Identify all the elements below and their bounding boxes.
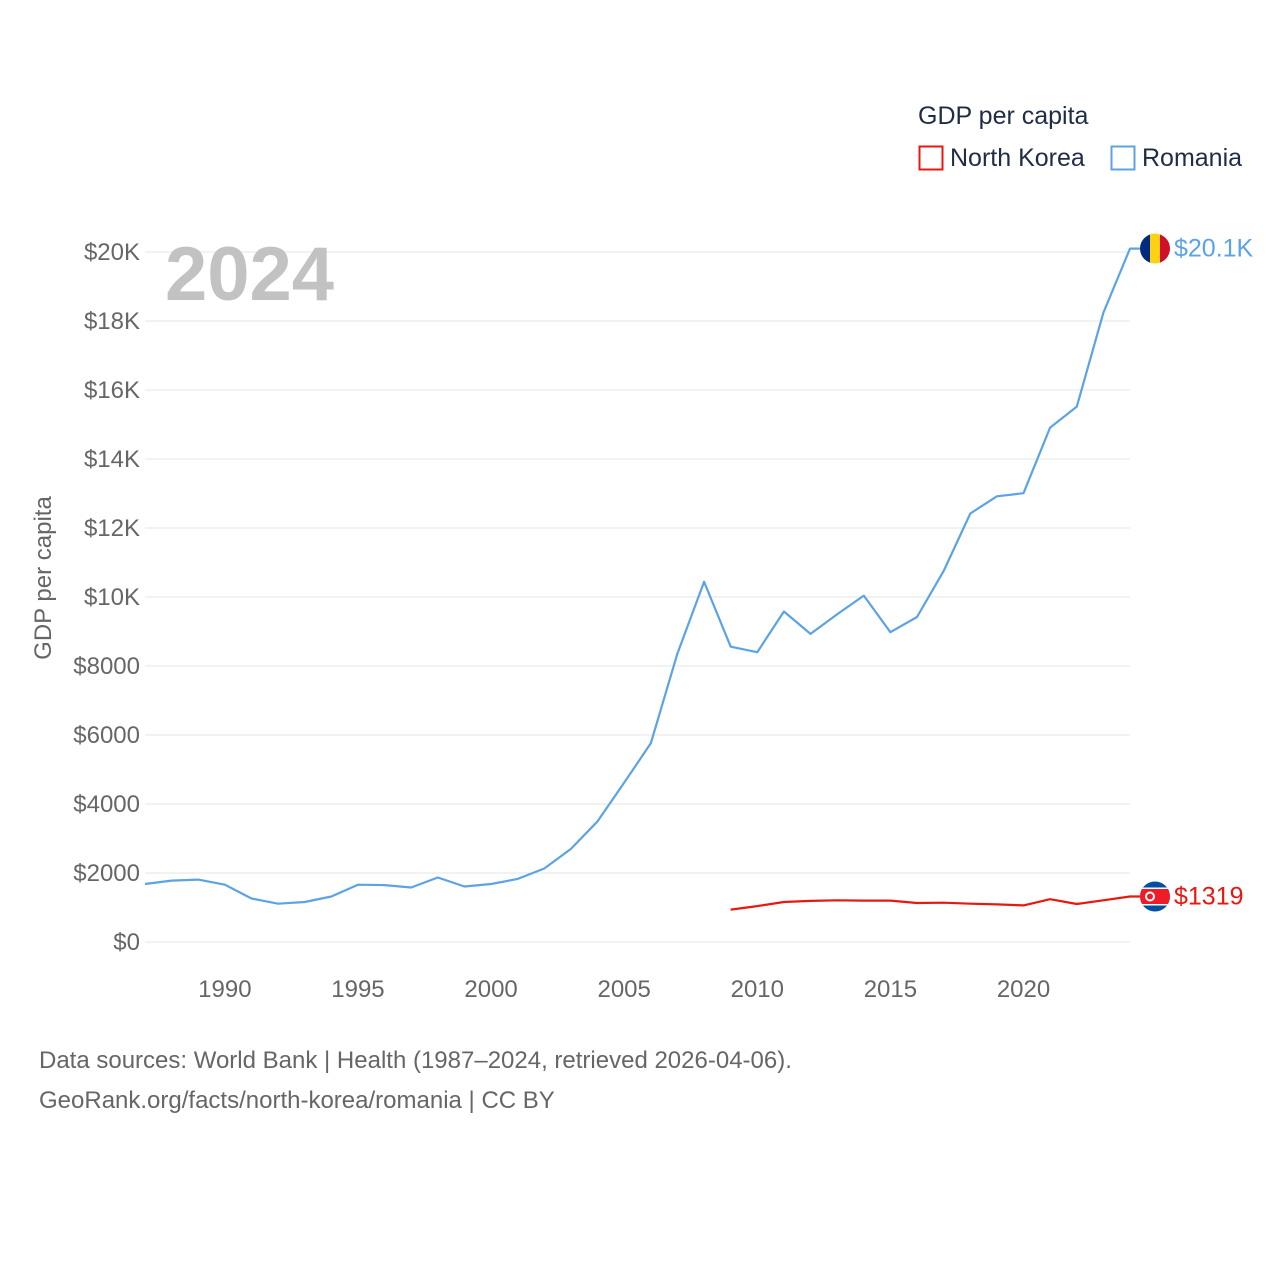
y-tick-label: $2000 xyxy=(73,860,140,887)
legend-swatch-romania xyxy=(1110,145,1136,171)
y-tick-label: $0 xyxy=(113,929,140,956)
legend-item-romania[interactable]: Romania xyxy=(1110,144,1243,172)
x-tick-label: 1990 xyxy=(198,976,251,1003)
north-korea-flag-icon xyxy=(1140,881,1170,912)
end-label-romania: $20.1K xyxy=(1174,235,1254,263)
legend-swatch-north-korea xyxy=(918,145,944,171)
legend-label-north-korea: North Korea xyxy=(950,144,1085,172)
x-tick-label: 2020 xyxy=(997,976,1050,1003)
y-tick-label: $8000 xyxy=(73,653,140,680)
y-tick-label: $6000 xyxy=(73,722,140,749)
source-line-1: Data sources: World Bank | Health (1987–… xyxy=(39,1047,792,1074)
y-tick-label: $14K xyxy=(84,446,140,473)
source-line-2[interactable]: GeoRank.org/facts/north-korea/romania | … xyxy=(39,1087,555,1114)
x-tick-label: 2015 xyxy=(864,976,917,1003)
legend-item-north-korea[interactable]: North Korea xyxy=(918,144,1085,172)
y-tick-label: $16K xyxy=(84,377,140,404)
y-tick-label: $4000 xyxy=(73,791,140,818)
legend: GDP per capita North Korea Romania xyxy=(918,102,1242,172)
series-line-north-korea xyxy=(730,895,1140,911)
y-tick-label: $20K xyxy=(84,239,140,266)
y-tick-label: $18K xyxy=(84,308,140,335)
x-tick-label: 1995 xyxy=(331,976,384,1003)
romania-flag-icon xyxy=(1140,233,1170,264)
series-lines xyxy=(144,247,1140,911)
x-tick-label: 2000 xyxy=(464,976,517,1003)
x-axis-ticks: 1990 1995 2000 2005 2010 2015 2020 xyxy=(198,976,1050,1003)
y-tick-label: $12K xyxy=(84,515,140,542)
x-tick-label: 2010 xyxy=(731,976,784,1003)
series-line-romania xyxy=(144,247,1140,905)
x-tick-label: 2005 xyxy=(597,976,650,1003)
year-label: 2024 xyxy=(165,232,334,317)
legend-label-romania: Romania xyxy=(1142,144,1242,172)
legend-title: GDP per capita xyxy=(918,102,1089,130)
y-axis-label: GDP per capita xyxy=(30,496,57,660)
y-tick-label: $10K xyxy=(84,584,140,611)
end-label-north-korea: $1319 xyxy=(1174,882,1244,910)
end-labels: $20.1K $1319 xyxy=(1140,233,1254,912)
grid-lines xyxy=(145,251,1130,943)
y-axis-ticks: $0 $2000 $4000 $6000 $8000 $10K $12K $14K $16K $1… xyxy=(73,239,140,956)
